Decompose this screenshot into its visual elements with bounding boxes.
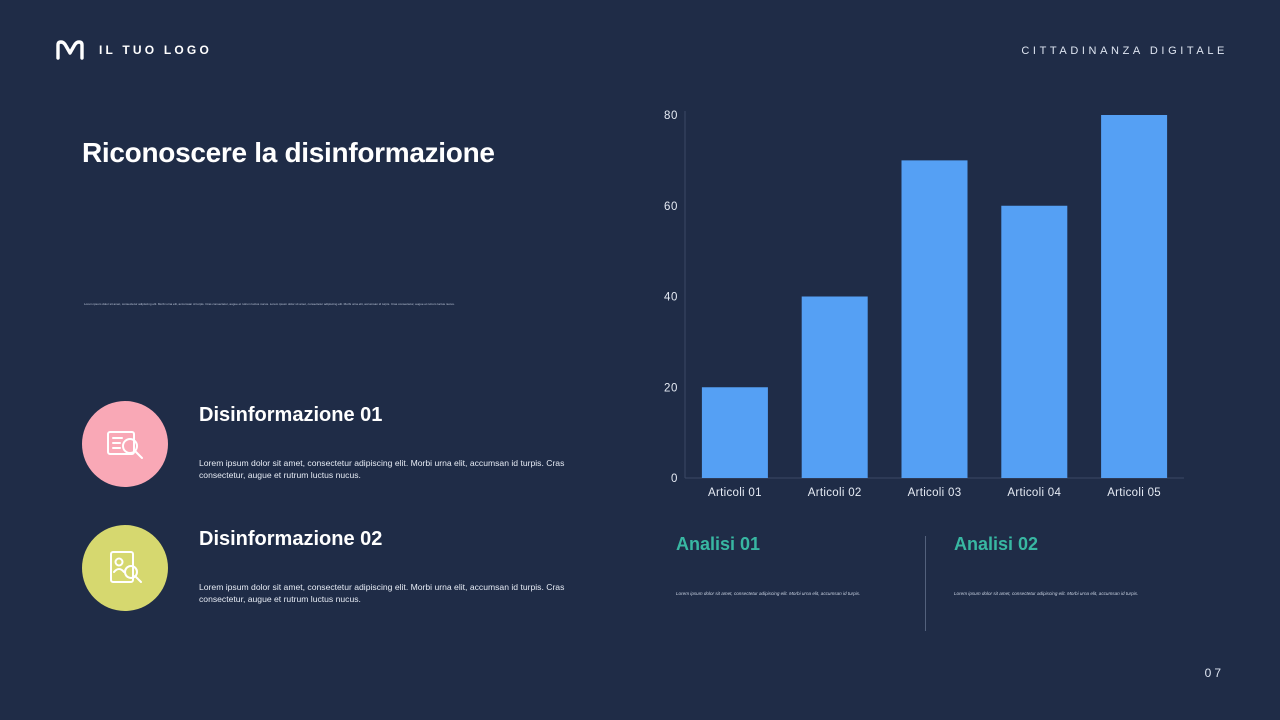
info-item-1: Disinformazione 01 Lorem ipsum dolor sit… bbox=[82, 401, 602, 491]
analysis-2: Analisi 02 Lorem ipsum dolor sit amet, c… bbox=[954, 534, 1194, 596]
analysis-1-title: Analisi 01 bbox=[676, 534, 761, 554]
bar bbox=[901, 160, 968, 478]
item-2-title: Disinformazione 02 bbox=[199, 528, 383, 550]
analysis-2-title: Analisi 02 bbox=[954, 534, 1039, 554]
item-1-text: Lorem ipsum dolor sit amet, consectetur … bbox=[199, 458, 565, 480]
info-item-2: Disinformazione 02 Lorem ipsum dolor sit… bbox=[82, 525, 602, 615]
y-tick-label: 60 bbox=[664, 201, 678, 213]
analysis-1: Analisi 01 Lorem ipsum dolor sit amet, c… bbox=[676, 534, 916, 596]
intro-paragraph: Lorem ipsum dolor sit amet, consectetur … bbox=[84, 302, 455, 306]
x-tick-label: Articoli 01 bbox=[708, 487, 762, 499]
x-tick-label: Articoli 03 bbox=[908, 487, 962, 499]
y-tick-label: 40 bbox=[664, 292, 678, 304]
divider bbox=[925, 536, 926, 631]
y-tick-label: 20 bbox=[664, 382, 678, 394]
bar bbox=[701, 387, 768, 478]
x-tick-label: Articoli 02 bbox=[808, 487, 862, 499]
bar bbox=[1101, 115, 1168, 478]
analysis-1-text: Lorem ipsum dolor sit amet, consectetur … bbox=[676, 591, 861, 596]
topic-label: CITTADINANZA DIGITALE bbox=[1021, 45, 1228, 57]
x-tick-label: Articoli 05 bbox=[1107, 487, 1161, 499]
profile-search-icon bbox=[82, 525, 168, 611]
page-title: Riconoscere la disinformazione bbox=[82, 137, 495, 168]
item-2-text: Lorem ipsum dolor sit amet, consectetur … bbox=[199, 582, 565, 604]
analysis-2-text: Lorem ipsum dolor sit amet, consectetur … bbox=[954, 591, 1139, 596]
bar-chart: 0 20 40 60 80 Articoli 01 Articoli 02 Articoli … bbox=[664, 110, 1184, 499]
y-tick-label: 0 bbox=[671, 473, 678, 485]
bar bbox=[1001, 205, 1068, 478]
news-search-icon bbox=[82, 401, 168, 487]
x-tick-label: Articoli 04 bbox=[1007, 487, 1061, 499]
item-1-title: Disinformazione 01 bbox=[199, 404, 383, 426]
logo-icon bbox=[56, 40, 84, 60]
logo-text: IL TUO LOGO bbox=[99, 43, 212, 57]
page-number: 07 bbox=[1204, 666, 1224, 680]
logo: IL TUO LOGO bbox=[55, 40, 212, 60]
y-tick-label: 80 bbox=[664, 110, 678, 122]
bar bbox=[801, 296, 868, 478]
